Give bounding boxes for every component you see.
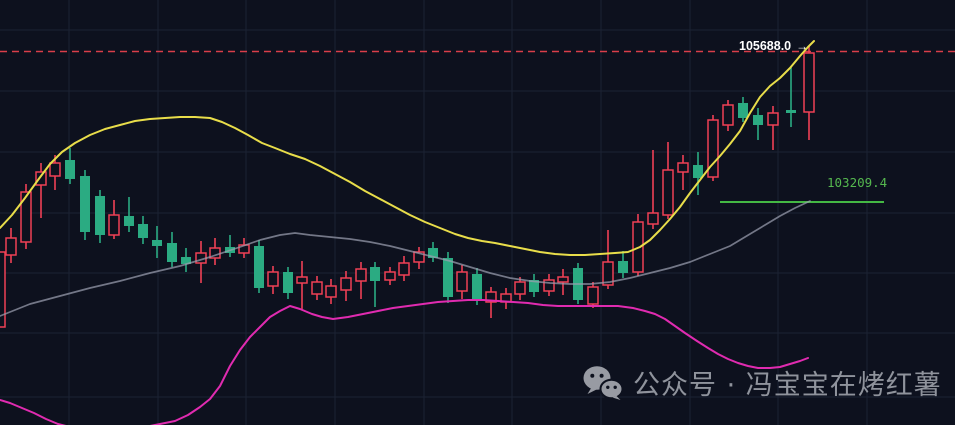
- upper-band-line: [0, 40, 815, 256]
- watermark-text: 公众号 · 冯宝宝在烤红薯: [633, 370, 942, 401]
- watermark: 公众号 · 冯宝宝在烤红薯: [583, 363, 942, 402]
- support-price-label: 103209.4: [827, 175, 888, 190]
- lower-band-line: [0, 299, 809, 425]
- wechat-icon: [583, 365, 624, 400]
- right-arrow-icon: →: [796, 39, 809, 53]
- candles: [0, 46, 815, 328]
- resistance-price-label: 105688.0 →: [739, 40, 808, 53]
- resistance-price-text: 105688.0: [739, 39, 792, 53]
- middle-band-line: [0, 200, 811, 317]
